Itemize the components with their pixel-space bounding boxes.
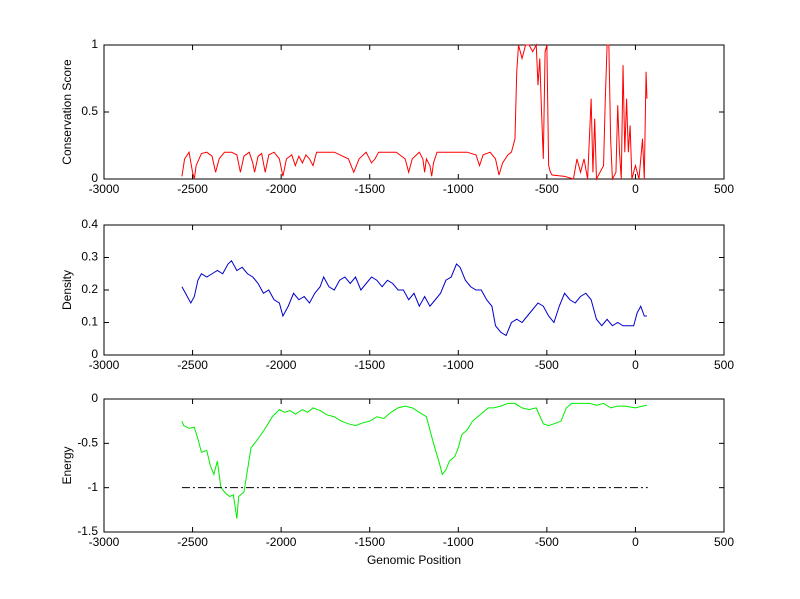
x-tick-label: -500 <box>535 358 559 372</box>
x-tick-label: 0 <box>632 358 639 372</box>
x-tick-label: -3000 <box>89 535 120 549</box>
y-tick-label: 0.3 <box>81 250 98 264</box>
x-tick-label: 0 <box>632 535 639 549</box>
plot-area <box>103 398 725 533</box>
axes: -3000 -2500 -2000 -1500 -1000 -500 0 500 -1.5 -1 -… <box>60 391 734 567</box>
x-tick-label: -1000 <box>443 535 474 549</box>
plot-area <box>103 224 725 356</box>
y-axis-label: Conservation Score <box>60 59 74 165</box>
x-tick-label: 0 <box>632 182 639 196</box>
y-tick-label: 0 <box>91 171 98 185</box>
data-line <box>181 43 648 181</box>
y-tick-label: 0.4 <box>81 217 98 231</box>
y-tick-label: 0.2 <box>81 282 98 296</box>
axes: -3000 -2500 -2000 -1500 -1000 -500 0 500 0 0.5 1 Co… <box>60 37 734 196</box>
y-tick-label: 0.5 <box>81 104 98 118</box>
axes: -3000 -2500 -2000 -1500 -1000 -500 0 500 0 0.1 0.2… <box>60 217 734 372</box>
x-tick-label: -500 <box>535 182 559 196</box>
x-tick-label: -1500 <box>354 535 385 549</box>
x-tick-label: -500 <box>535 535 559 549</box>
x-tick-label: 500 <box>714 535 734 549</box>
x-tick-label: -1000 <box>443 358 474 372</box>
x-tick-label: -2000 <box>266 358 297 372</box>
y-tick-label: 0 <box>91 347 98 361</box>
x-tick-label: -2500 <box>177 182 208 196</box>
x-tick-label: -2000 <box>266 182 297 196</box>
x-axis-label: Genomic Position <box>367 553 461 567</box>
y-tick-label: 0.1 <box>81 315 98 329</box>
y-axis-label: Energy <box>60 446 74 484</box>
x-tick-label: -2500 <box>177 358 208 372</box>
x-tick-label: -2500 <box>177 535 208 549</box>
x-tick-label: -1000 <box>443 182 474 196</box>
y-tick-label: 1 <box>91 37 98 51</box>
y-tick-label: 0 <box>91 391 98 405</box>
x-tick-label: -2000 <box>266 535 297 549</box>
x-tick-label: 500 <box>714 358 734 372</box>
y-tick-label: -1 <box>87 480 98 494</box>
y-tick-label: -0.5 <box>77 436 98 450</box>
y-axis-label: Density <box>60 270 74 310</box>
data-line <box>181 402 648 519</box>
x-tick-label: -1500 <box>354 358 385 372</box>
x-tick-label: -3000 <box>89 358 120 372</box>
x-tick-label: -1500 <box>354 182 385 196</box>
y-tick-label: -1.5 <box>77 524 98 538</box>
x-tick-label: -3000 <box>89 182 120 196</box>
x-tick-label: 500 <box>714 182 734 196</box>
data-line <box>181 259 647 337</box>
